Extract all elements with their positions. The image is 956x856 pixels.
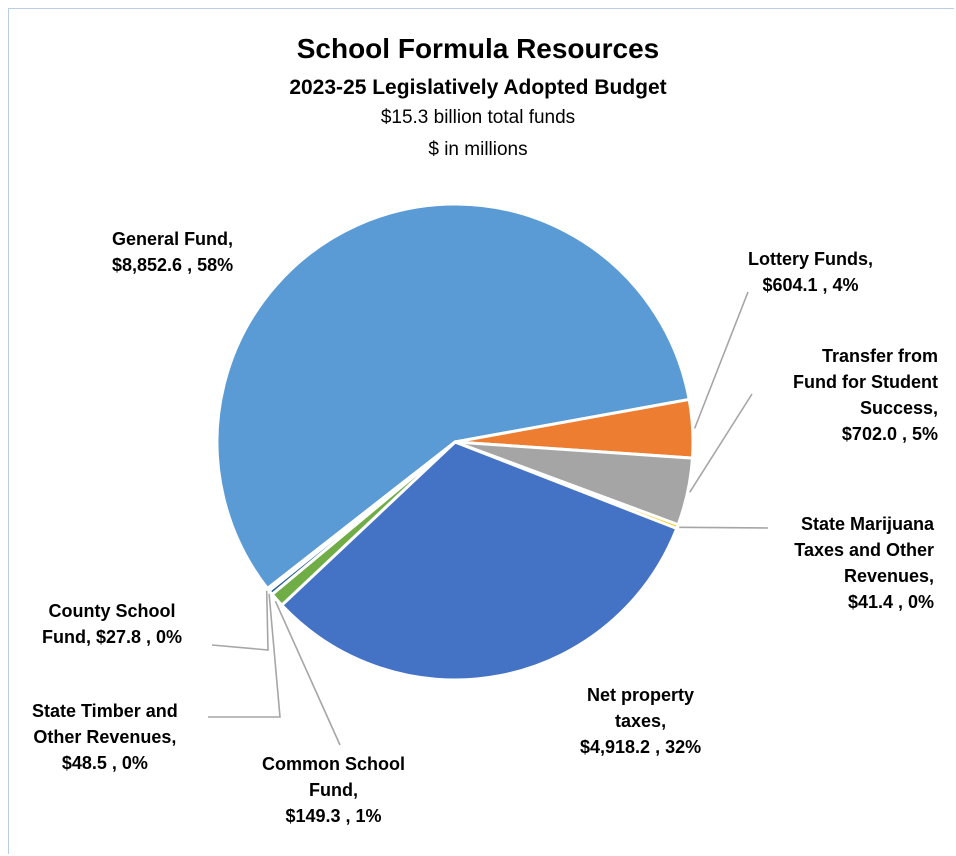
pie-slices xyxy=(215,202,695,682)
label-state-marijuana: State Marijuana Taxes and Other Revenues… xyxy=(794,511,934,615)
slice-net-property-taxes xyxy=(280,440,679,682)
label-line: Success, xyxy=(859,398,938,418)
slice-general-fund xyxy=(215,202,691,591)
label-net-property-taxes: Net property taxes, $4,918.2 , 32% xyxy=(580,682,701,760)
chart-title: School Formula Resources xyxy=(296,33,660,64)
label-state-timber: State Timber and Other Revenues, $48.5 ,… xyxy=(32,698,178,776)
leader-line-lottery-funds xyxy=(693,291,749,429)
label-line: $702.0 , 5% xyxy=(841,424,938,444)
label-line: Revenues, xyxy=(843,566,934,586)
label-line: $41.4 , 0% xyxy=(847,592,934,612)
label-line: $8,852.6 , 58% xyxy=(112,255,234,275)
units-note: $ in millions xyxy=(428,139,528,160)
label-line: Transfer from xyxy=(821,346,938,366)
label-common-school-fund: Common School Fund, $149.3 , 1% xyxy=(262,751,405,829)
label-line: Fund for Student xyxy=(793,372,938,392)
label-line: $149.3 , 1% xyxy=(285,806,382,826)
leader-line-transfer-student-success xyxy=(689,393,753,493)
label-transfer-student-success: Transfer from Fund for Student Success, … xyxy=(793,343,938,447)
label-line: State Marijuana xyxy=(800,514,934,534)
leader-lines xyxy=(208,291,769,746)
label-line: Lottery Funds, xyxy=(748,249,873,269)
leader-line-state-timber xyxy=(208,593,281,718)
slice-county-school-fund xyxy=(265,440,457,593)
label-line: Common School xyxy=(262,754,405,774)
label-line: Other Revenues, xyxy=(33,727,177,747)
chart-subtitle: 2023-25 Legislatively Adopted Budget xyxy=(289,76,667,99)
leader-line-common-school-fund xyxy=(274,600,341,746)
label-line: taxes, xyxy=(615,711,667,731)
label-line: $48.5 , 0% xyxy=(61,753,148,773)
label-line: Taxes and Other xyxy=(794,540,934,560)
label-line: Fund, xyxy=(309,780,358,800)
label-lottery-funds: Lottery Funds, $604.1 , 4% xyxy=(748,246,873,298)
label-line: Fund, $27.8 , 0% xyxy=(42,627,183,647)
label-line: $4,918.2 , 32% xyxy=(580,737,702,757)
leader-line-state-marijuana xyxy=(679,526,769,529)
label-line: County School xyxy=(48,601,176,621)
label-general-fund: General Fund, $8,852.6 , 58% xyxy=(112,226,233,278)
chart-area xyxy=(8,8,954,854)
total-funds-note: $15.3 billion total funds xyxy=(380,107,576,128)
leader-line-county-school-fund xyxy=(211,590,269,651)
label-line: General Fund, xyxy=(112,229,234,249)
label-line: Net property xyxy=(587,685,695,705)
label-line: State Timber and xyxy=(32,701,178,721)
label-county-school-fund: County School Fund, $27.8 , 0% xyxy=(42,598,182,650)
label-line: $604.1 , 4% xyxy=(762,275,859,295)
